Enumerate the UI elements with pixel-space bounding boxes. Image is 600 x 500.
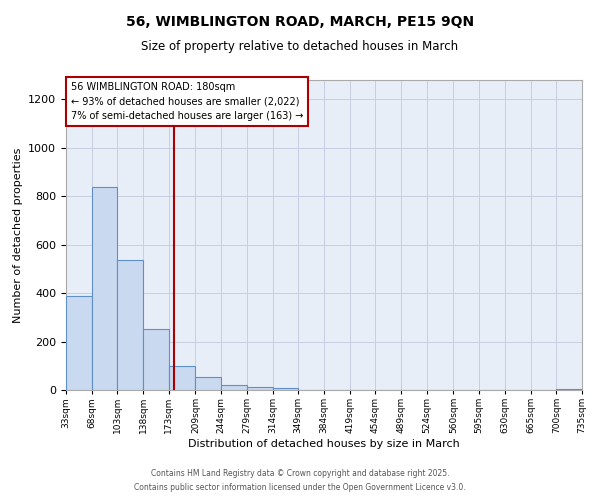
Bar bbox=[247, 387, 272, 390]
Bar bbox=[92, 186, 118, 390]
Text: Size of property relative to detached houses in March: Size of property relative to detached ho… bbox=[142, 40, 458, 53]
Bar bbox=[118, 260, 143, 390]
X-axis label: Distribution of detached houses by size in March: Distribution of detached houses by size … bbox=[188, 439, 460, 449]
Bar bbox=[66, 296, 92, 390]
Bar bbox=[143, 330, 169, 390]
Bar bbox=[221, 385, 247, 390]
Text: 56, WIMBLINGTON ROAD, MARCH, PE15 9QN: 56, WIMBLINGTON ROAD, MARCH, PE15 9QN bbox=[126, 15, 474, 29]
Bar bbox=[272, 388, 298, 390]
Bar bbox=[556, 389, 582, 390]
Bar bbox=[169, 366, 196, 390]
Y-axis label: Number of detached properties: Number of detached properties bbox=[13, 148, 23, 322]
Text: Contains HM Land Registry data © Crown copyright and database right 2025.: Contains HM Land Registry data © Crown c… bbox=[151, 468, 449, 477]
Text: 56 WIMBLINGTON ROAD: 180sqm
← 93% of detached houses are smaller (2,022)
7% of s: 56 WIMBLINGTON ROAD: 180sqm ← 93% of det… bbox=[71, 82, 304, 121]
Text: Contains public sector information licensed under the Open Government Licence v3: Contains public sector information licen… bbox=[134, 484, 466, 492]
Bar bbox=[196, 376, 221, 390]
